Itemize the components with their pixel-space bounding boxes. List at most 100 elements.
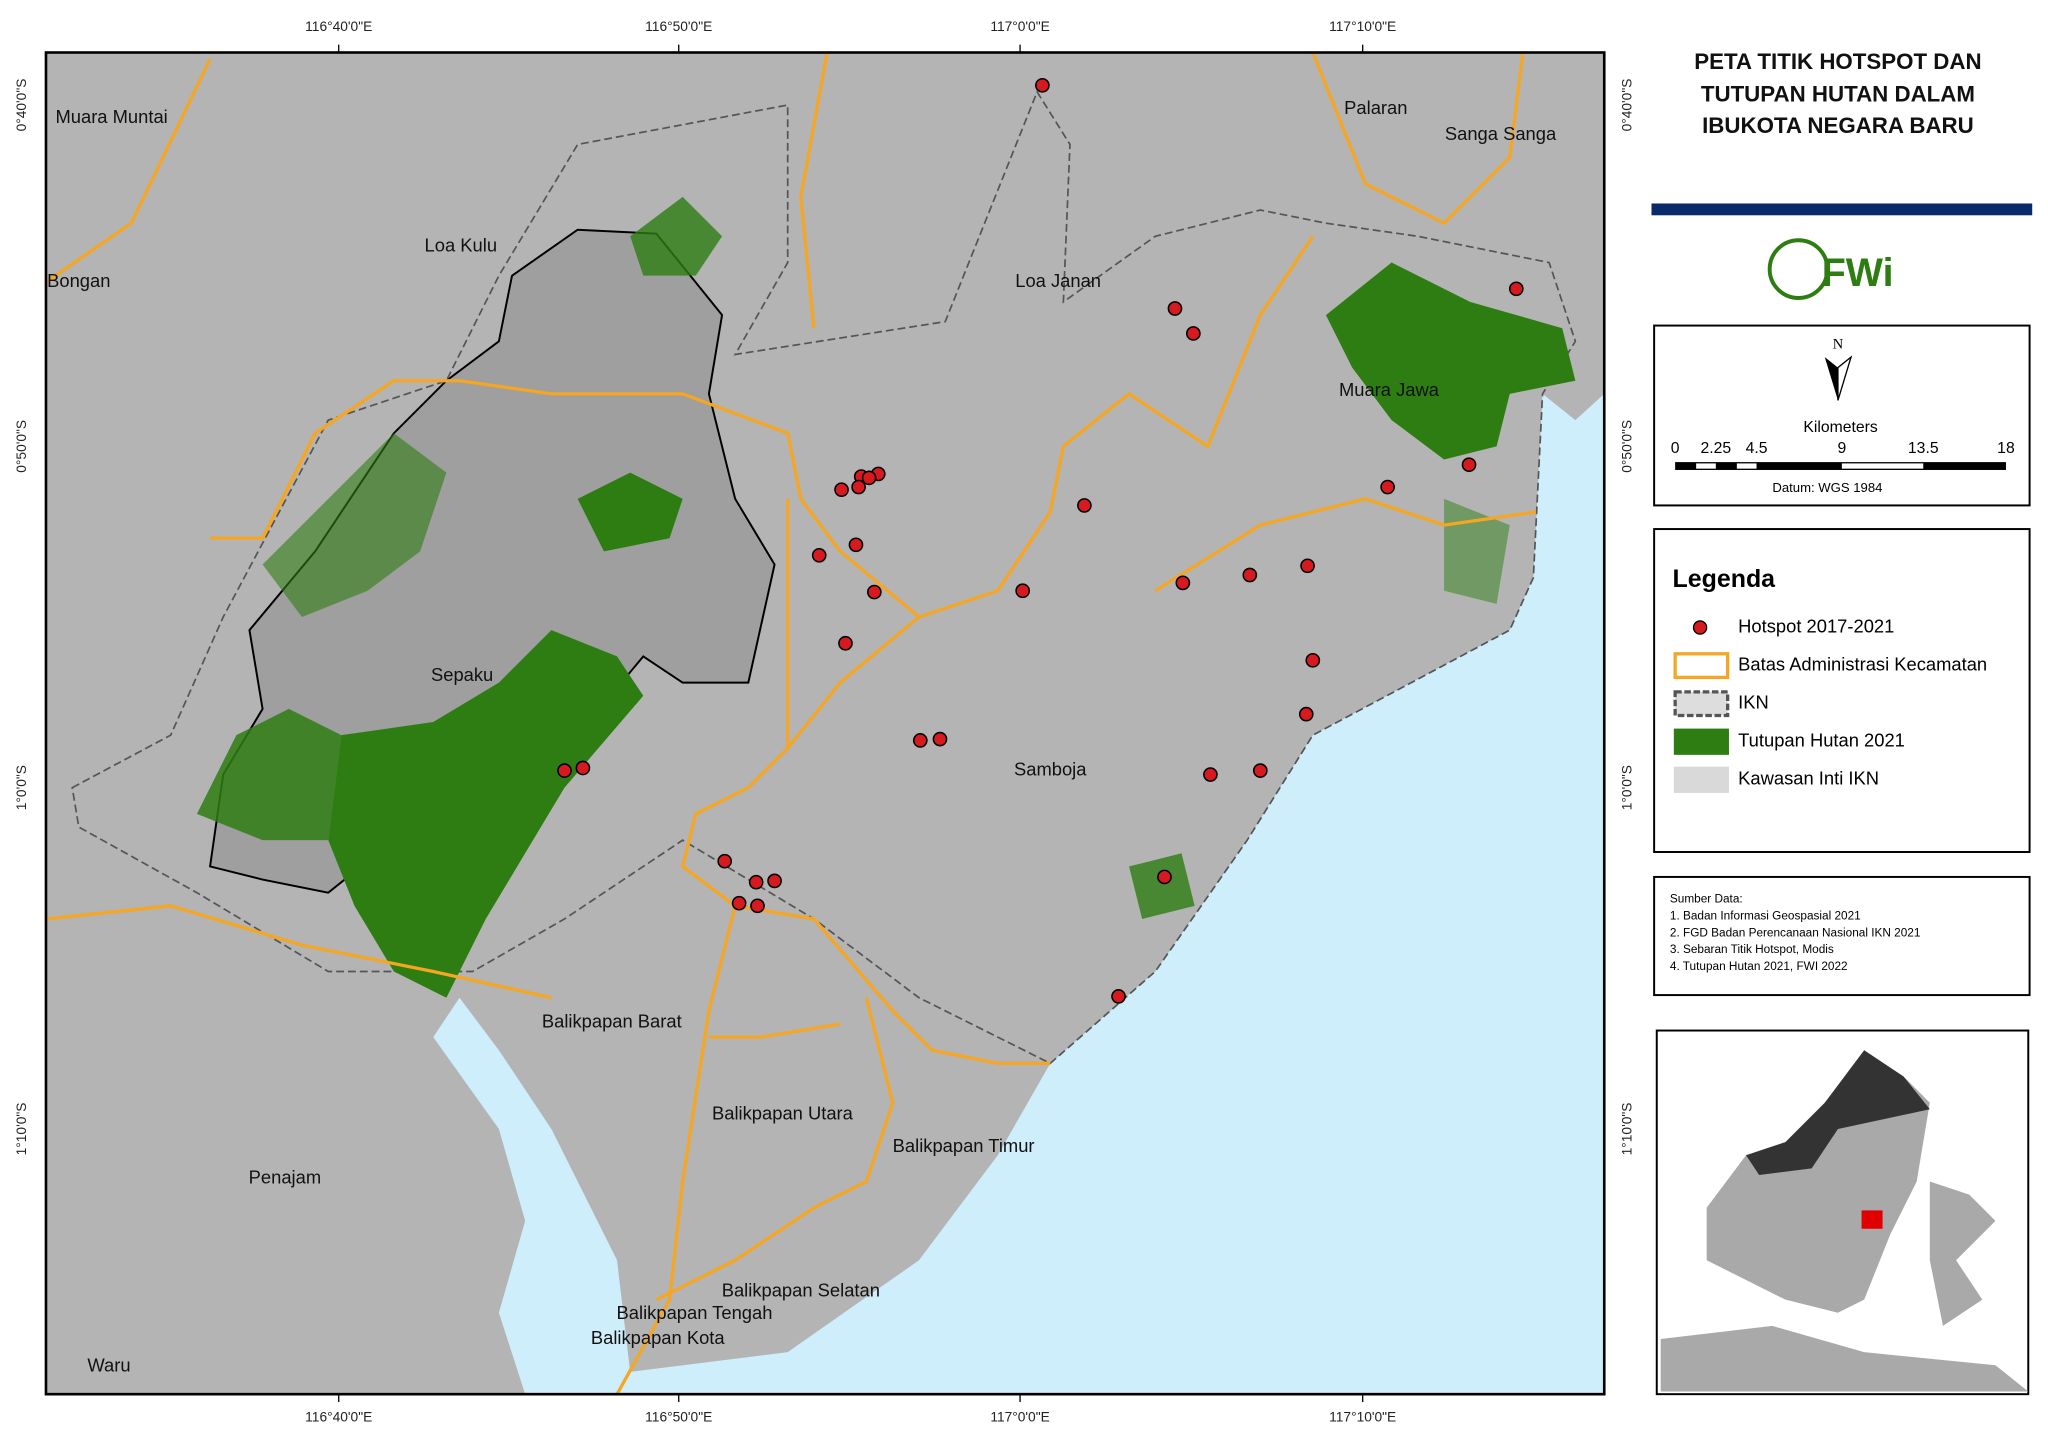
hotspot — [851, 479, 866, 495]
longitude-label: 117°0'0"E — [990, 19, 1049, 34]
latitude-label: 0°50'0"S — [1620, 420, 1635, 473]
legend-label: Batas Administrasi Kecamatan — [1738, 653, 1987, 674]
hotspot — [1203, 767, 1218, 782]
hotspot — [557, 763, 572, 778]
ikn-boundary — [71, 90, 1577, 1065]
place-label: Balikpapan Selatan — [722, 1280, 880, 1301]
scale-label: 13.5 — [1908, 440, 1939, 457]
place-label: Penajam — [249, 1167, 321, 1188]
place-label: Balikpapan Tengah — [617, 1302, 773, 1323]
latitude-label: 1°0'0"S — [1620, 765, 1635, 810]
place-label: Balikpapan Barat — [542, 1011, 682, 1032]
hotspot-layer — [557, 77, 1524, 1004]
hotspot — [1111, 989, 1126, 1004]
latitude-label: 0°40'0"S — [14, 79, 29, 132]
place-label: Loa Janan — [1015, 270, 1101, 291]
map-title: TUTUPAN HUTAN DALAM — [1701, 82, 1975, 107]
longitude-label: 116°50'0"E — [645, 1409, 712, 1424]
legend-label: Kawasan Inti IKN — [1738, 768, 1879, 789]
title-rule — [1651, 203, 2033, 216]
source-item: 4. Tutupan Hutan 2021, FWI 2022 — [1670, 959, 1848, 973]
sources-heading: Sumber Data: — [1670, 891, 1743, 905]
inset-map — [1655, 1029, 2030, 1396]
longitude-label: 117°10'0"E — [1329, 1409, 1396, 1424]
map-title: IBUKOTA NEGARA BARU — [1702, 113, 1974, 138]
latitude-label: 0°50'0"S — [14, 420, 29, 473]
place-label: Samboja — [1014, 758, 1087, 779]
hotspot — [1242, 567, 1258, 583]
scale-unit: Kilometers — [1803, 419, 1878, 436]
legend-label: Hotspot 2017-2021 — [1738, 615, 1894, 636]
map-title: PETA TITIK HOTSPOT DAN — [1694, 49, 1981, 74]
hotspot — [932, 731, 948, 747]
hotspot — [748, 874, 764, 890]
scale-box — [1653, 324, 2031, 507]
hotspot — [1157, 869, 1172, 885]
sea — [433, 393, 1605, 1395]
admin-boundaries — [45, 52, 1537, 1395]
legend-item: IKN — [1673, 690, 1769, 718]
place-label: Balikpapan Kota — [591, 1327, 726, 1348]
longitude-label: 116°50'0"E — [645, 19, 712, 34]
hotspot — [1508, 281, 1524, 297]
hotspot — [575, 760, 591, 776]
hotspot — [1167, 301, 1183, 316]
place-label: Sanga Sanga — [1445, 123, 1557, 144]
longitude-label: 117°0'0"E — [990, 1409, 1049, 1424]
map-frame — [44, 51, 1606, 1396]
north-arrow-half — [1837, 355, 1853, 401]
hotspot — [1035, 77, 1050, 93]
longitude-label: 117°10'0"E — [1329, 19, 1396, 34]
place-label: Balikpapan Timur — [893, 1135, 1035, 1156]
hotspot — [1175, 575, 1191, 591]
hotspot — [834, 482, 849, 498]
hotspot — [731, 895, 747, 911]
hotspot — [848, 537, 864, 553]
latitude-label: 1°0'0"S — [14, 765, 29, 810]
hotspot — [861, 470, 877, 486]
legend-label: IKN — [1738, 692, 1769, 713]
legend-swatch — [1673, 652, 1730, 680]
hotspot — [912, 733, 928, 748]
legend-swatch — [1673, 728, 1729, 755]
place-label: Muara Jawa — [1339, 379, 1440, 400]
legend-swatch — [1692, 620, 1708, 635]
latitude-label: 0°40'0"S — [1620, 79, 1635, 132]
hotspot — [1461, 457, 1477, 473]
hotspot — [767, 873, 782, 889]
svg-text:FWi: FWi — [1822, 251, 1894, 295]
place-label: Waru — [87, 1354, 130, 1375]
latitude-label: 1°10'0"S — [1620, 1103, 1635, 1156]
place-label: Balikpapan Utara — [712, 1102, 854, 1123]
place-label: Bongan — [47, 270, 110, 291]
place-label: Muara Muntai — [55, 106, 167, 127]
place-label: Loa Kulu — [425, 235, 497, 256]
hotspot — [866, 584, 882, 600]
scale-label: 4.5 — [1746, 440, 1768, 457]
label-layer: 116°40'0"E 116°40'0"E 116°50'0"E 116°50'0"E… — [14, 19, 1635, 1424]
place-label: Sepaku — [431, 664, 493, 685]
latitude-label: 1°10'0"S — [14, 1103, 29, 1156]
hotspot — [1300, 558, 1315, 574]
hotspot — [1305, 652, 1321, 668]
scale-bar — [1675, 462, 2006, 470]
hotspot — [811, 547, 827, 563]
scale-label: 2.25 — [1701, 440, 1732, 457]
legend-title: Legenda — [1673, 565, 1777, 593]
map-body — [45, 52, 1605, 1395]
legend-label: Tutupan Hutan 2021 — [1738, 730, 1905, 751]
legend-item: Kawasan Inti IKN — [1673, 766, 1879, 793]
place-label: Palaran — [1344, 97, 1407, 118]
scale-label: 9 — [1837, 440, 1846, 457]
hotspot — [1077, 498, 1092, 513]
longitude-label: 116°40'0"E — [305, 19, 372, 34]
north-arrow — [1824, 357, 1838, 401]
hotspot — [1185, 326, 1201, 341]
scale-label: 18 — [1997, 440, 2015, 457]
hotspot — [1298, 706, 1314, 722]
longitude-label: 116°40'0"E — [305, 1409, 372, 1424]
hotspot — [750, 898, 765, 914]
hotspot — [1380, 479, 1395, 495]
